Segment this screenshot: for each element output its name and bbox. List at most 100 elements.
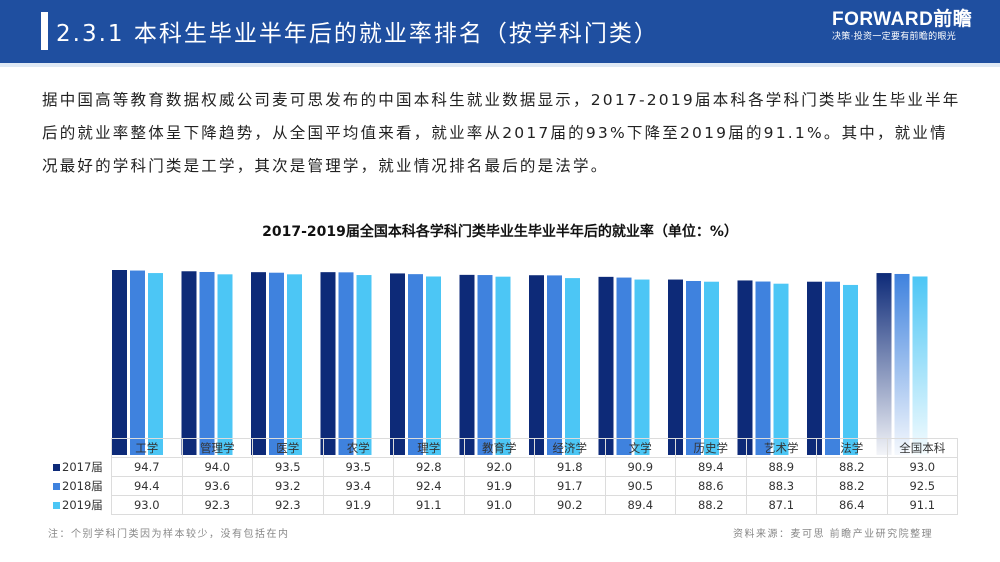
bar-2017届-历史学 [668, 279, 683, 455]
bar-2019届-工学 [148, 273, 163, 455]
data-label: 92.3 [181, 495, 253, 515]
table-row: 2019届 93.0 92.3 92.3 91.9 91.1 91.0 90.2 89.4 88.… [53, 495, 958, 515]
bar-2018届-法学 [825, 281, 840, 455]
data-label: 88.2 [675, 495, 747, 515]
table-row: 2018届 94.4 93.6 93.2 93.4 92.4 91.9 91.7 90.5 88.… [53, 476, 958, 496]
legend-label: 2018届 [62, 479, 103, 493]
data-table: 工学 管理学 医学 农学 理学 教育学 经济学 文学 历史学 艺术学 法学 全国本科 2017届 94.7… [53, 438, 958, 515]
bar-2017届-教育学 [459, 274, 475, 455]
data-label: 93.0 [886, 457, 958, 477]
data-label: 87.1 [745, 495, 817, 515]
intro-paragraph: 据中国高等教育数据权威公司麦可思发布的中国本科生就业数据显示，2017-2019… [42, 91, 961, 175]
category-label: 管理学 [181, 438, 253, 458]
bar-2019届-历史学 [704, 281, 719, 455]
bar-2018届-历史学 [686, 280, 701, 455]
legend-entry: 2019届 [53, 496, 112, 515]
legend-swatch [53, 483, 60, 490]
bar-2018届-工学 [130, 270, 145, 455]
bar-2017届-工学 [112, 270, 127, 455]
data-label: 92.0 [463, 457, 535, 477]
bar-2019届-艺术学 [773, 283, 789, 455]
data-label: 88.6 [675, 476, 747, 496]
header-divider [0, 63, 1000, 67]
data-label: 91.7 [534, 476, 606, 496]
legend-entry: 2017届 [53, 458, 112, 477]
data-label: 92.5 [886, 476, 958, 496]
category-label: 历史学 [675, 438, 747, 458]
data-label: 91.1 [393, 495, 465, 515]
category-label: 理学 [393, 438, 465, 458]
bar-2019届-全国本科 [912, 276, 928, 455]
category-label: 全国本科 [886, 438, 958, 458]
bar-2019届-农学 [356, 275, 372, 455]
category-label: 经济学 [534, 438, 606, 458]
source-note: 资料来源：麦可思 前瞻产业研究院整理 [733, 529, 934, 540]
table-corner [53, 438, 112, 458]
bar-2019届-理学 [426, 276, 441, 455]
footnote: 注：个别学科门类因为样本较少，没有包括在内 [48, 529, 290, 540]
category-label: 医学 [252, 438, 324, 458]
data-label: 90.2 [534, 495, 606, 515]
bar-2017届-管理学 [181, 271, 197, 455]
data-label: 90.5 [604, 476, 676, 496]
data-label: 93.4 [322, 476, 394, 496]
bar-2018届-医学 [269, 272, 284, 455]
data-label: 91.0 [463, 495, 535, 515]
title-accent-bar [41, 12, 48, 50]
bar-2019届-文学 [634, 279, 650, 455]
chart-title: 2017-2019届全国本科各学科门类毕业生毕业半年后的就业率（单位：%） [262, 224, 738, 240]
legend-entry: 2018届 [53, 477, 112, 496]
bar-2018届-艺术学 [755, 281, 771, 455]
data-label: 88.2 [816, 457, 888, 477]
page-title: 2.3.1 本科生毕业半年后的就业率排名（按学科门类） [56, 21, 659, 47]
bar-2019届-管理学 [217, 274, 233, 455]
brand-slogan: 决策·投资一定要有前瞻的眼光 [832, 32, 957, 42]
legend-label: 2017届 [62, 460, 103, 474]
data-label: 88.3 [745, 476, 817, 496]
data-label: 94.0 [181, 457, 253, 477]
bar-2017届-文学 [598, 276, 614, 455]
bar-2019届-教育学 [495, 276, 511, 455]
bar-2019届-法学 [843, 284, 858, 455]
bar-group [112, 270, 928, 455]
data-label: 91.8 [534, 457, 606, 477]
bar-2017届-经济学 [529, 275, 544, 455]
bar-2018届-理学 [408, 274, 423, 455]
bar-2018届-全国本科 [894, 273, 910, 455]
data-label: 93.5 [322, 457, 394, 477]
bar-2018届-管理学 [199, 271, 215, 455]
category-label: 法学 [816, 438, 888, 458]
bar-2019届-经济学 [565, 278, 580, 455]
brand-logo: FORWARD前瞻 决策·投资一定要有前瞻的眼光 [832, 10, 972, 44]
header-bar [0, 0, 1000, 63]
legend-label: 2019届 [62, 498, 103, 512]
table-row: 2017届 94.7 94.0 93.5 93.5 92.8 92.0 91.8 90.9 89.… [53, 457, 958, 477]
data-label: 93.2 [252, 476, 324, 496]
legend-swatch [53, 502, 60, 509]
bar-2018届-农学 [338, 272, 354, 455]
bar-2017届-医学 [251, 272, 266, 455]
data-label: 93.5 [252, 457, 324, 477]
data-label: 88.2 [816, 476, 888, 496]
category-label: 工学 [111, 438, 183, 458]
data-label: 89.4 [604, 495, 676, 515]
data-label: 91.9 [463, 476, 535, 496]
brand-name: FORWARD前瞻 [832, 9, 973, 30]
data-label: 86.4 [816, 495, 888, 515]
category-label: 文学 [604, 438, 676, 458]
data-label: 92.8 [393, 457, 465, 477]
data-label: 92.3 [252, 495, 324, 515]
bar-2017届-全国本科 [876, 273, 892, 455]
data-label: 91.1 [886, 495, 958, 515]
category-label: 教育学 [463, 438, 535, 458]
bar-2017届-理学 [390, 273, 405, 455]
table-header-row: 工学 管理学 医学 农学 理学 教育学 经济学 文学 历史学 艺术学 法学 全国本科 [53, 438, 958, 458]
bar-2017届-艺术学 [737, 280, 753, 455]
legend-swatch [53, 464, 60, 471]
bar-2017届-农学 [320, 272, 336, 455]
data-label: 88.9 [745, 457, 817, 477]
category-label: 农学 [322, 438, 394, 458]
data-label: 92.4 [393, 476, 465, 496]
bar-2017届-法学 [807, 281, 822, 455]
data-label: 89.4 [675, 457, 747, 477]
